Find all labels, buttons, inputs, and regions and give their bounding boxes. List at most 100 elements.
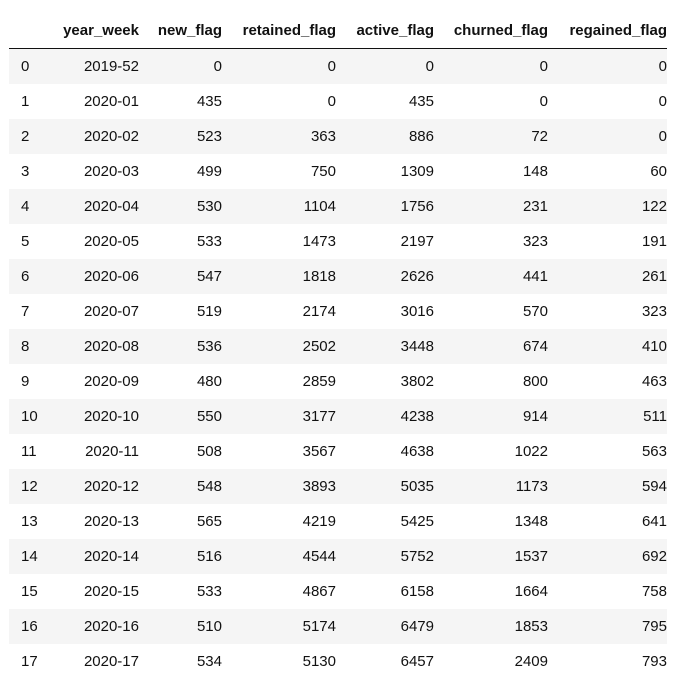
cell-churned-flag: 148 [522,162,548,180]
cell-year-week: 2020-01 [83,92,139,110]
table-row: 13 2020-13 565 4219 5425 1348 641 [9,503,667,539]
row-index: 16 [21,617,38,635]
cell-churned-flag: 72 [531,127,548,145]
cell-year-week: 2020-12 [83,477,139,495]
cell-retained-flag: 3177 [302,407,336,425]
column-header-index [9,13,39,49]
cell-active-flag: 1309 [400,162,434,180]
cell-year-week: 2020-05 [83,232,139,250]
cell-year-week: 2020-11 [85,442,139,460]
cell-year-week: 2020-06 [83,267,139,285]
row-index: 7 [21,302,30,320]
table-row: 5 2020-05 533 1473 2197 323 191 [9,223,667,259]
cell-new-flag: 565 [196,512,222,530]
cell-new-flag: 519 [196,302,222,320]
cell-active-flag: 3448 [400,337,434,355]
table-row: 3 2020-03 499 750 1309 148 60 [9,153,667,189]
cell-regained-flag: 793 [641,652,667,670]
row-index: 11 [21,442,37,460]
row-index: 6 [21,267,30,285]
cell-retained-flag: 0 [327,92,336,110]
dataframe-table: year_week new_flag retained_flag active_fla… [9,13,667,679]
cell-regained-flag: 191 [641,232,667,250]
cell-new-flag: 533 [196,582,222,600]
table-row: 6 2020-06 547 1818 2626 441 261 [9,258,667,294]
table-row: 0 2019-52 0 0 0 0 0 [9,48,667,84]
cell-retained-flag: 3567 [302,442,336,460]
row-index: 13 [21,512,38,530]
table-row: 15 2020-15 533 4867 6158 1664 758 [9,573,667,609]
cell-active-flag: 6479 [400,617,434,635]
cell-new-flag: 548 [196,477,222,495]
cell-retained-flag: 4867 [302,582,336,600]
cell-new-flag: 499 [196,162,222,180]
cell-churned-flag: 914 [522,407,548,425]
cell-active-flag: 4638 [400,442,434,460]
cell-regained-flag: 122 [641,197,667,215]
table-row: 14 2020-14 516 4544 5752 1537 692 [9,538,667,574]
cell-regained-flag: 594 [641,477,667,495]
column-header-new-flag: new_flag [139,13,222,49]
table-row: 10 2020-10 550 3177 4238 914 511 [9,398,667,434]
row-index: 0 [21,57,30,75]
cell-new-flag: 536 [196,337,222,355]
cell-new-flag: 508 [196,442,222,460]
cell-retained-flag: 1473 [302,232,336,250]
cell-retained-flag: 2502 [302,337,336,355]
cell-regained-flag: 758 [641,582,667,600]
cell-retained-flag: 363 [310,127,336,145]
column-header-regained-flag: regained_flag [548,13,667,49]
cell-new-flag: 435 [196,92,222,110]
row-index: 4 [21,197,30,215]
row-index: 14 [21,547,38,565]
cell-regained-flag: 323 [641,302,667,320]
row-index: 17 [21,652,38,670]
column-header-retained-flag: retained_flag [222,13,336,49]
cell-active-flag: 6158 [400,582,434,600]
cell-retained-flag: 1104 [303,197,336,215]
cell-year-week: 2020-14 [83,547,139,565]
cell-year-week: 2020-07 [83,302,139,320]
cell-active-flag: 3016 [400,302,434,320]
row-index: 2 [21,127,30,145]
cell-retained-flag: 0 [327,57,336,75]
cell-regained-flag: 60 [650,162,667,180]
row-index: 12 [21,477,38,495]
cell-year-week: 2020-15 [83,582,139,600]
cell-churned-flag: 1853 [514,617,548,635]
cell-active-flag: 2197 [400,232,434,250]
table-body: 0 2019-52 0 0 0 0 0 1 2020-01 435 0 435 0 0 2 2020-02 52… [9,48,667,679]
cell-active-flag: 2626 [400,267,434,285]
cell-new-flag: 523 [196,127,222,145]
cell-regained-flag: 463 [641,372,667,390]
cell-churned-flag: 674 [522,337,548,355]
cell-active-flag: 4238 [400,407,434,425]
cell-churned-flag: 231 [522,197,548,215]
cell-new-flag: 0 [213,57,222,75]
cell-churned-flag: 800 [522,372,548,390]
cell-new-flag: 547 [196,267,222,285]
cell-active-flag: 6457 [400,652,434,670]
cell-active-flag: 435 [408,92,434,110]
row-index: 10 [21,407,38,425]
cell-regained-flag: 563 [641,442,667,460]
cell-year-week: 2020-16 [83,617,139,635]
table-row: 12 2020-12 548 3893 5035 1173 594 [9,468,667,504]
cell-churned-flag: 0 [539,57,548,75]
cell-churned-flag: 1537 [514,547,548,565]
header-row: year_week new_flag retained_flag active_fla… [9,13,667,49]
cell-active-flag: 5035 [400,477,434,495]
table-row: 11 2020-11 508 3567 4638 1022 563 [9,433,667,469]
row-index: 8 [21,337,30,355]
cell-year-week: 2020-08 [83,337,139,355]
cell-year-week: 2019-52 [83,57,139,75]
table-row: 16 2020-16 510 5174 6479 1853 795 [9,608,667,644]
cell-active-flag: 5752 [400,547,434,565]
table-row: 2 2020-02 523 363 886 72 0 [9,118,667,154]
cell-retained-flag: 750 [310,162,336,180]
cell-year-week: 2020-13 [83,512,139,530]
row-index: 9 [21,372,30,390]
cell-regained-flag: 641 [641,512,667,530]
table-row: 1 2020-01 435 0 435 0 0 [9,83,667,119]
